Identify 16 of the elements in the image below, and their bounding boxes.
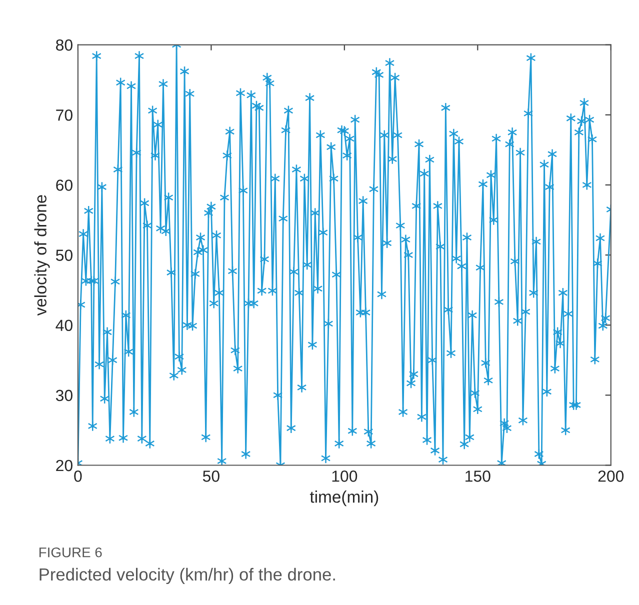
x-tick-label: 50 [202,470,220,482]
y-tick-label: 70 [56,109,72,121]
x-tick-label: 0 [74,470,82,482]
x-tick-label: 100 [332,470,358,482]
x-axis-title: time(min) [310,490,378,506]
y-tick-label: 50 [56,250,72,261]
x-tick-label: 200 [598,470,624,482]
y-tick-label: 30 [56,390,72,402]
y-tick-label: 80 [56,39,72,51]
x-tick-label: 150 [466,470,490,482]
caption: FIGURE 6 [39,547,102,558]
y-axis-title: velocity of drone [34,195,50,316]
y-tick-label: 40 [56,320,72,332]
y-tick-label: 60 [56,180,72,191]
y-tick-label: 20 [56,460,72,472]
text: Predicted velocity (km/hr) of the drone. [40,568,335,584]
